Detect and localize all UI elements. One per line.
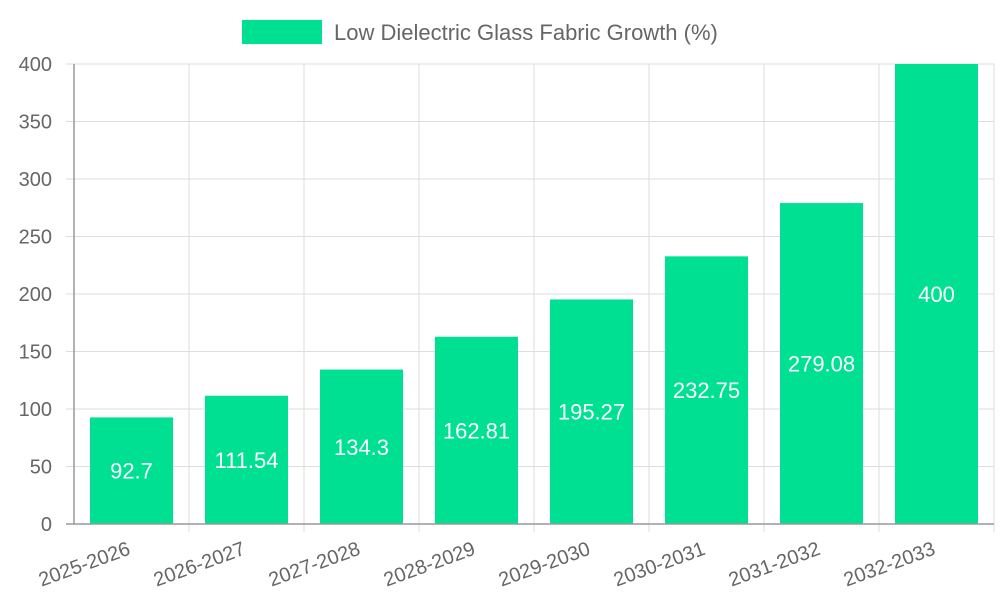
- bar[interactable]: [780, 203, 863, 525]
- bar[interactable]: [90, 417, 173, 524]
- bar[interactable]: [320, 369, 403, 524]
- bar-value-label: 92.7: [110, 459, 153, 484]
- bar-value-label: 279.08: [788, 352, 855, 377]
- x-axis-ticks: 2025-2026 2026-2027 2027-2028 2028-2029 2029…: [36, 538, 938, 591]
- legend-label[interactable]: Low Dielectric Glass Fabric Growth (%): [334, 20, 718, 45]
- axes: [66, 64, 994, 525]
- y-tick-label: 100: [19, 399, 52, 421]
- bar[interactable]: [435, 336, 518, 524]
- y-axis-ticks: 0 50 100 150 200 250 300 350 400: [19, 54, 52, 536]
- x-tick-label: 2028-2029: [381, 538, 478, 591]
- bar-value-label: 232.75: [673, 378, 740, 403]
- y-tick-label: 350: [19, 112, 52, 134]
- bar[interactable]: [205, 395, 288, 524]
- bar[interactable]: [665, 256, 748, 524]
- grid-lines: [66, 63, 995, 532]
- bar[interactable]: [895, 64, 978, 524]
- x-tick-label: 2029-2030: [496, 538, 593, 591]
- bar-series: [90, 64, 978, 525]
- bar-value-label: 162.81: [443, 418, 510, 443]
- bar[interactable]: [550, 299, 633, 524]
- y-tick-label: 50: [30, 457, 52, 479]
- x-tick-label: 2030-2031: [611, 538, 708, 591]
- x-tick-label: 2025-2026: [36, 538, 133, 591]
- x-tick-label: 2026-2027: [151, 538, 248, 591]
- x-tick-label: 2032-2033: [841, 538, 938, 591]
- legend[interactable]: Low Dielectric Glass Fabric Growth (%): [242, 20, 718, 45]
- data-labels: 92.7 111.54 134.3 162.81 195.27 232.75 279.08 4…: [110, 282, 955, 484]
- bar-value-label: 111.54: [214, 448, 278, 473]
- bar-value-label: 400: [918, 282, 955, 307]
- y-tick-label: 0: [41, 514, 52, 536]
- y-tick-label: 400: [19, 54, 52, 76]
- bar-value-label: 134.3: [334, 435, 389, 460]
- y-tick-label: 250: [19, 227, 52, 249]
- x-tick-label: 2031-2032: [726, 538, 823, 591]
- bar-value-label: 195.27: [558, 400, 625, 425]
- y-tick-label: 150: [19, 342, 52, 364]
- x-tick-label: 2027-2028: [266, 538, 363, 591]
- y-tick-label: 200: [19, 284, 52, 306]
- y-tick-label: 300: [19, 169, 52, 191]
- legend-swatch[interactable]: [242, 20, 322, 44]
